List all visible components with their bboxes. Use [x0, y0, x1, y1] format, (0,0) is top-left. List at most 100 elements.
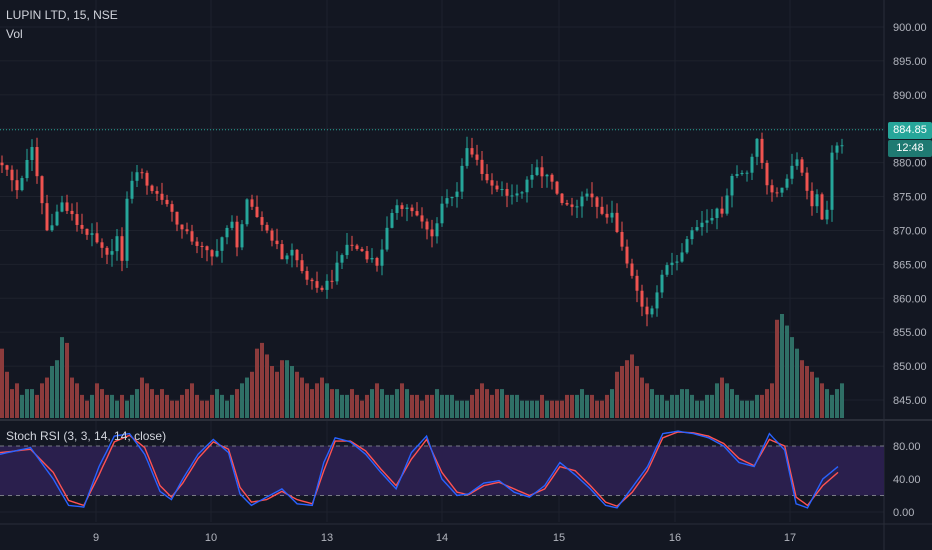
volume-bar [410, 394, 414, 418]
candle-body [50, 225, 54, 231]
volume-bar [520, 400, 524, 418]
candle-body [200, 245, 204, 247]
candle-body [435, 223, 439, 237]
volume-bar [110, 394, 114, 418]
volume-bar [625, 360, 629, 418]
volume-bar [555, 400, 559, 418]
volume-bar [755, 394, 759, 418]
price-axis-label: 895.00 [893, 56, 927, 68]
candle-body [245, 199, 249, 225]
candle-body [275, 240, 279, 245]
volume-bar [685, 389, 689, 418]
volume-bar [400, 383, 404, 418]
volume-bar [440, 394, 444, 418]
volume-bar [480, 383, 484, 418]
candle-body [795, 159, 799, 166]
candle-body [185, 229, 189, 232]
volume-bar [275, 371, 279, 418]
stoch-rsi-axis-label: 0.00 [893, 507, 914, 519]
volume-bar [220, 394, 224, 418]
candle-body [535, 167, 539, 175]
candle-body [310, 279, 314, 282]
volume-bar [720, 377, 724, 418]
candle-body [635, 275, 639, 291]
volume-bar [80, 394, 84, 418]
candle-body [515, 193, 519, 196]
candle-body [570, 204, 574, 207]
candle-body [485, 173, 489, 181]
volume-bar [100, 389, 104, 418]
candle-body [120, 236, 124, 261]
volume-bar [395, 389, 399, 418]
volume-bar [425, 394, 429, 418]
last-price-tag: 884.85 [888, 122, 932, 139]
candle-body [230, 221, 234, 228]
volume-bar [260, 342, 264, 418]
candle-body [100, 242, 104, 248]
candle-body [730, 175, 734, 196]
candle-body [545, 174, 549, 177]
candle-body [210, 250, 214, 257]
volume-bar [30, 389, 34, 418]
candle-body [475, 154, 479, 160]
candle-body [550, 174, 554, 182]
candle-body [95, 233, 99, 243]
candle-body [15, 180, 19, 191]
candle-body [335, 262, 339, 282]
candle-body [250, 199, 254, 207]
candle-body [480, 159, 484, 174]
volume-bar [605, 394, 609, 418]
stoch-rsi-legend: Stoch RSI (3, 3, 14, 14, close) [6, 429, 167, 443]
candle-body [520, 192, 524, 194]
volume-bar [385, 394, 389, 418]
volume-bar [205, 400, 209, 418]
volume-bar [405, 389, 409, 418]
candle-body [790, 165, 794, 179]
volume-bar [700, 400, 704, 418]
time-axis-label: 15 [553, 532, 565, 544]
price-axis-label: 890.00 [893, 90, 927, 102]
candle-body [610, 212, 614, 218]
candle-body [390, 212, 394, 228]
candle-body [760, 138, 764, 163]
volume-bar [805, 366, 809, 418]
candle-body [395, 205, 399, 213]
volume-bar [670, 394, 674, 418]
volume-bar [430, 394, 434, 418]
candle-body [150, 185, 154, 192]
candle-body [285, 255, 289, 260]
candle-body [330, 280, 334, 282]
volume-bar [835, 389, 839, 418]
volume-bar [790, 337, 794, 418]
candle-body [560, 193, 564, 203]
candle-body [825, 209, 829, 220]
volume-bar [515, 394, 519, 418]
volume-bar [525, 400, 529, 418]
volume-bar [340, 394, 344, 418]
price-axis-label: 855.00 [893, 327, 927, 339]
candle-body [565, 202, 569, 205]
price-axis-label: 880.00 [893, 158, 927, 170]
volume-bar [190, 383, 194, 418]
candle-body [470, 148, 474, 155]
candle-body [360, 248, 364, 252]
volume-bar [695, 400, 699, 418]
candle-body [630, 263, 634, 276]
volume-bar [420, 400, 424, 418]
candle-body [265, 224, 269, 231]
volume-bar [245, 377, 249, 418]
candle-body [65, 202, 69, 211]
volume-bar [165, 394, 169, 418]
bar-countdown-tag: 12:48 [888, 140, 932, 157]
candle-body [345, 244, 349, 256]
candle-body [830, 152, 834, 210]
volume-bar [175, 400, 179, 418]
volume-bar [580, 389, 584, 418]
volume-bar [550, 400, 554, 418]
candle-body [755, 138, 759, 157]
candle-body [315, 281, 319, 288]
volume-bar [615, 371, 619, 418]
volume-bar [215, 389, 219, 418]
volume-bar [650, 389, 654, 418]
